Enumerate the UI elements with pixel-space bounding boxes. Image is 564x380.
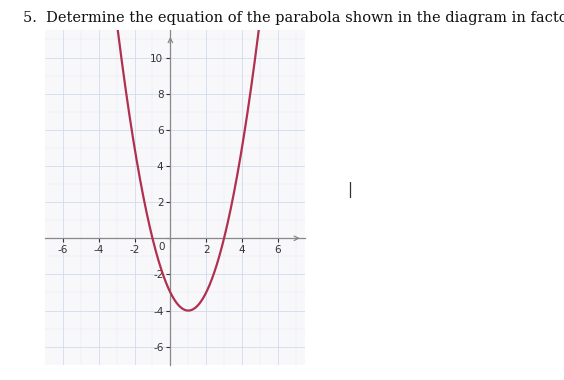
Text: 5.  Determine the equation of the parabola shown in the diagram in factored form: 5. Determine the equation of the parabol…	[23, 11, 564, 25]
Text: 0: 0	[158, 242, 165, 252]
Text: |: |	[347, 182, 352, 198]
